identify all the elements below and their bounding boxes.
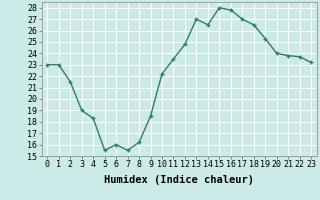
X-axis label: Humidex (Indice chaleur): Humidex (Indice chaleur): [104, 175, 254, 185]
